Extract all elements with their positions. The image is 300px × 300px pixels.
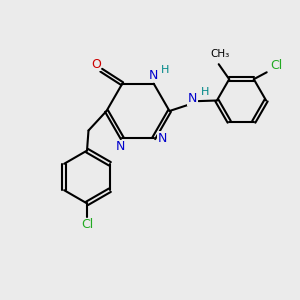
Text: N: N: [158, 132, 167, 145]
Text: H: H: [161, 65, 169, 75]
Text: Cl: Cl: [81, 218, 93, 232]
Text: N: N: [188, 92, 197, 106]
Text: O: O: [91, 58, 101, 71]
Text: N: N: [149, 69, 158, 82]
Text: N: N: [116, 140, 125, 153]
Text: CH₃: CH₃: [211, 49, 230, 59]
Text: H: H: [200, 87, 209, 97]
Text: Cl: Cl: [270, 59, 282, 72]
